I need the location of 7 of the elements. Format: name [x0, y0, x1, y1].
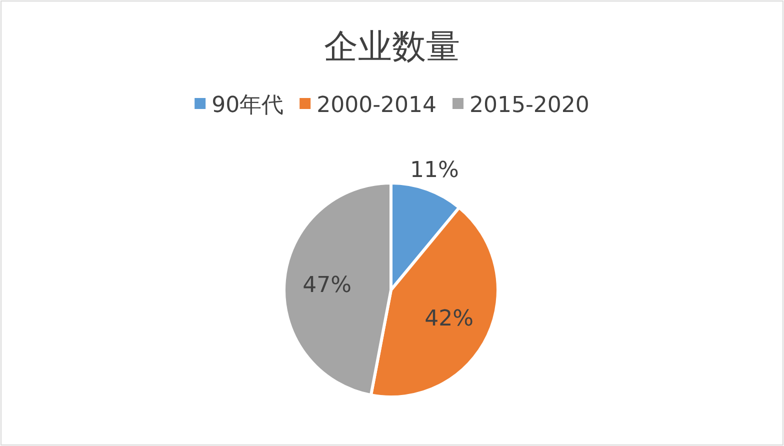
data-label: 47%: [302, 272, 352, 298]
legend-label: 2000-2014: [316, 93, 436, 118]
legend-label: 90年代: [212, 93, 284, 118]
data-label: 11%: [410, 158, 459, 184]
legend-label: 2015-2020: [470, 93, 590, 118]
chart-title: 企业数量: [324, 27, 460, 67]
data-label: 42%: [424, 306, 474, 332]
